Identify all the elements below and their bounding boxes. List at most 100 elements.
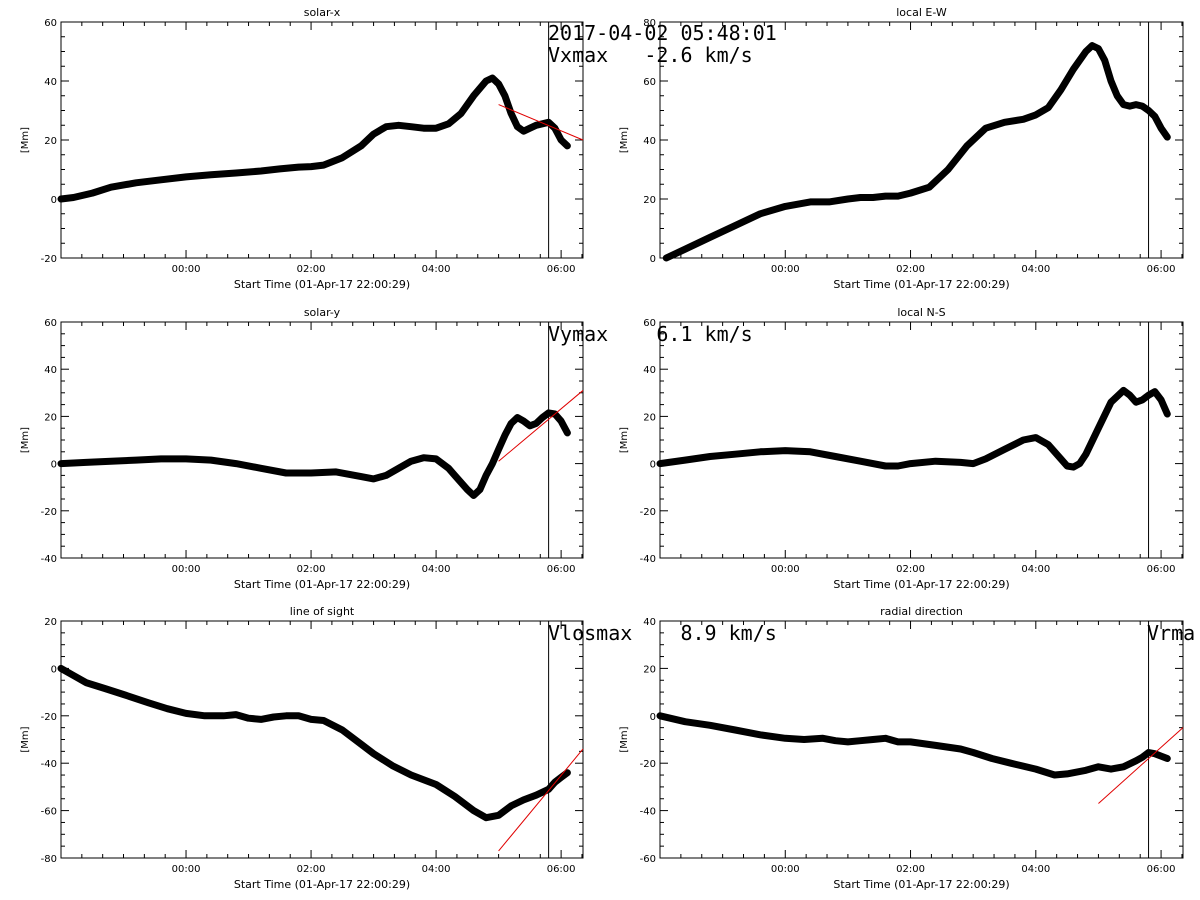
data-point bbox=[285, 715, 287, 717]
data-point bbox=[1022, 118, 1024, 120]
data-point bbox=[1166, 413, 1168, 415]
data-point bbox=[322, 164, 325, 166]
data-point bbox=[560, 776, 562, 779]
data-point bbox=[1047, 444, 1049, 446]
data-point bbox=[60, 463, 62, 465]
data-point bbox=[260, 718, 262, 720]
data-point bbox=[523, 130, 525, 132]
data-point bbox=[834, 740, 836, 742]
data-point bbox=[410, 126, 412, 128]
y-tick-label: -20 bbox=[41, 254, 57, 265]
data-point bbox=[1097, 766, 1100, 768]
data-point bbox=[884, 465, 887, 467]
panel-title: local E-W bbox=[896, 6, 947, 19]
data-point bbox=[279, 168, 281, 170]
data-point bbox=[498, 83, 500, 85]
data-point bbox=[435, 458, 437, 460]
data-point bbox=[566, 772, 568, 774]
data-point bbox=[809, 201, 811, 203]
panel-title: solar-x bbox=[304, 6, 341, 19]
data-point bbox=[285, 472, 287, 474]
y-tick-label: 40 bbox=[643, 136, 656, 147]
y-tick-label: 60 bbox=[44, 18, 57, 29]
data-point bbox=[872, 738, 874, 741]
data-point bbox=[504, 434, 506, 436]
data-point bbox=[1122, 766, 1125, 768]
data-trace bbox=[57, 664, 571, 822]
plot-frame bbox=[60, 620, 584, 859]
y-tick-label: -80 bbox=[41, 854, 57, 865]
y-tick-label: 0 bbox=[650, 460, 656, 471]
y-tick-label: 0 bbox=[51, 664, 57, 675]
data-point bbox=[454, 474, 456, 476]
data-point bbox=[391, 764, 393, 767]
data-point bbox=[485, 817, 487, 819]
data-point bbox=[1053, 774, 1056, 776]
data-point bbox=[1072, 466, 1074, 468]
data-point bbox=[759, 734, 761, 736]
data-point bbox=[1110, 768, 1112, 770]
data-point bbox=[160, 179, 162, 181]
data-point bbox=[560, 420, 562, 422]
data-point bbox=[529, 127, 531, 129]
data-point bbox=[822, 737, 824, 739]
data-point bbox=[872, 196, 874, 199]
y-tick-label: 20 bbox=[44, 136, 57, 147]
data-point bbox=[548, 412, 550, 414]
data-point bbox=[447, 467, 450, 469]
data-point bbox=[1160, 399, 1162, 401]
data-point bbox=[372, 753, 375, 755]
data-point bbox=[659, 715, 661, 717]
y-tick-label: -40 bbox=[640, 807, 656, 818]
data-point bbox=[479, 488, 481, 491]
plot-frame bbox=[659, 321, 1184, 559]
data-point bbox=[834, 455, 836, 458]
data-point bbox=[1003, 448, 1006, 451]
data-point bbox=[210, 459, 212, 461]
data-point bbox=[491, 463, 493, 465]
y-tick-label: 20 bbox=[643, 195, 656, 206]
data-point bbox=[684, 248, 686, 250]
data-point bbox=[1135, 104, 1137, 106]
data-point bbox=[60, 667, 62, 670]
data-point bbox=[385, 126, 387, 128]
y-tick-label: 0 bbox=[51, 195, 57, 206]
data-point bbox=[310, 718, 312, 720]
data-point bbox=[759, 213, 761, 215]
data-point bbox=[828, 201, 830, 203]
data-point bbox=[1060, 458, 1062, 460]
data-point bbox=[1154, 391, 1156, 393]
data-point bbox=[466, 488, 468, 491]
data-point bbox=[1116, 95, 1118, 97]
data-point bbox=[222, 715, 225, 717]
y-tick-label: -40 bbox=[640, 554, 656, 565]
linear-fit-line bbox=[498, 390, 584, 462]
x-tick-label: 02:00 bbox=[896, 264, 925, 275]
data-point bbox=[784, 450, 786, 452]
data-point bbox=[60, 198, 62, 200]
data-point bbox=[709, 455, 711, 458]
x-tick-label: 00:00 bbox=[771, 564, 800, 575]
data-point bbox=[435, 783, 437, 786]
data-point bbox=[734, 453, 736, 455]
data-point bbox=[235, 463, 237, 465]
data-point bbox=[1141, 756, 1143, 758]
data-point bbox=[397, 124, 400, 126]
data-point bbox=[1010, 762, 1012, 764]
x-tick-label: 02:00 bbox=[896, 564, 925, 575]
data-point bbox=[991, 757, 993, 760]
data-point bbox=[472, 810, 475, 812]
data-point bbox=[884, 195, 887, 197]
data-point bbox=[454, 795, 456, 797]
data-point bbox=[85, 682, 87, 684]
data-trace bbox=[662, 42, 1171, 262]
x-tick-label: 04:00 bbox=[1021, 564, 1050, 575]
data-point bbox=[1122, 104, 1125, 106]
data-point bbox=[510, 112, 512, 115]
data-point bbox=[360, 743, 362, 745]
data-trace bbox=[656, 712, 1171, 779]
data-point bbox=[1035, 437, 1037, 439]
data-point bbox=[147, 702, 150, 704]
data-point bbox=[523, 799, 525, 801]
